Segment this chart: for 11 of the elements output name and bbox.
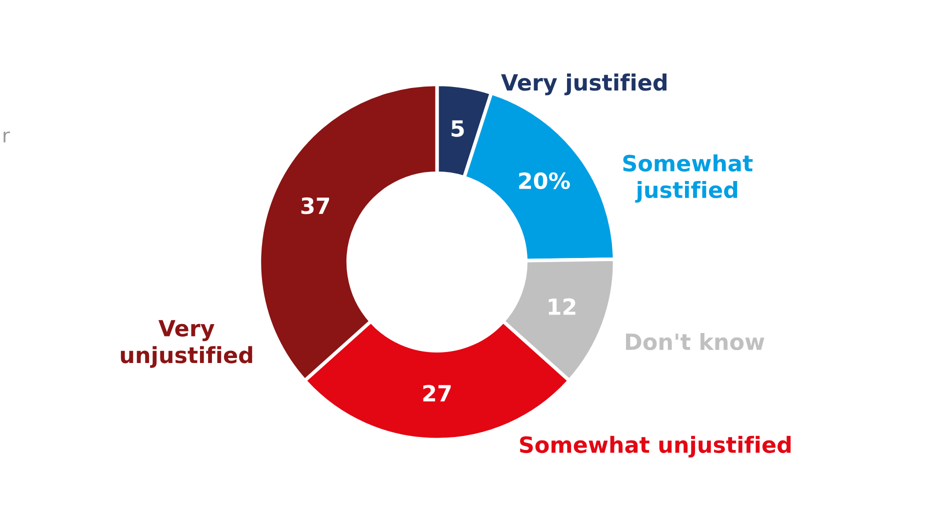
data-label: 12 bbox=[548, 298, 576, 315]
slice-label: Very unjustified bbox=[120, 320, 252, 368]
data-label: 37 bbox=[301, 197, 330, 214]
slice-label: Somewhat unjustified bbox=[520, 436, 791, 458]
text: r bbox=[4, 131, 10, 142]
slice-label: Somewhat justified bbox=[623, 154, 753, 203]
data-label: 27 bbox=[423, 384, 451, 402]
data-label: 20% bbox=[519, 172, 570, 190]
slice-label: Don't know bbox=[626, 332, 764, 350]
slice-label: Very justified bbox=[501, 74, 666, 96]
data-label: 5 bbox=[452, 120, 464, 137]
